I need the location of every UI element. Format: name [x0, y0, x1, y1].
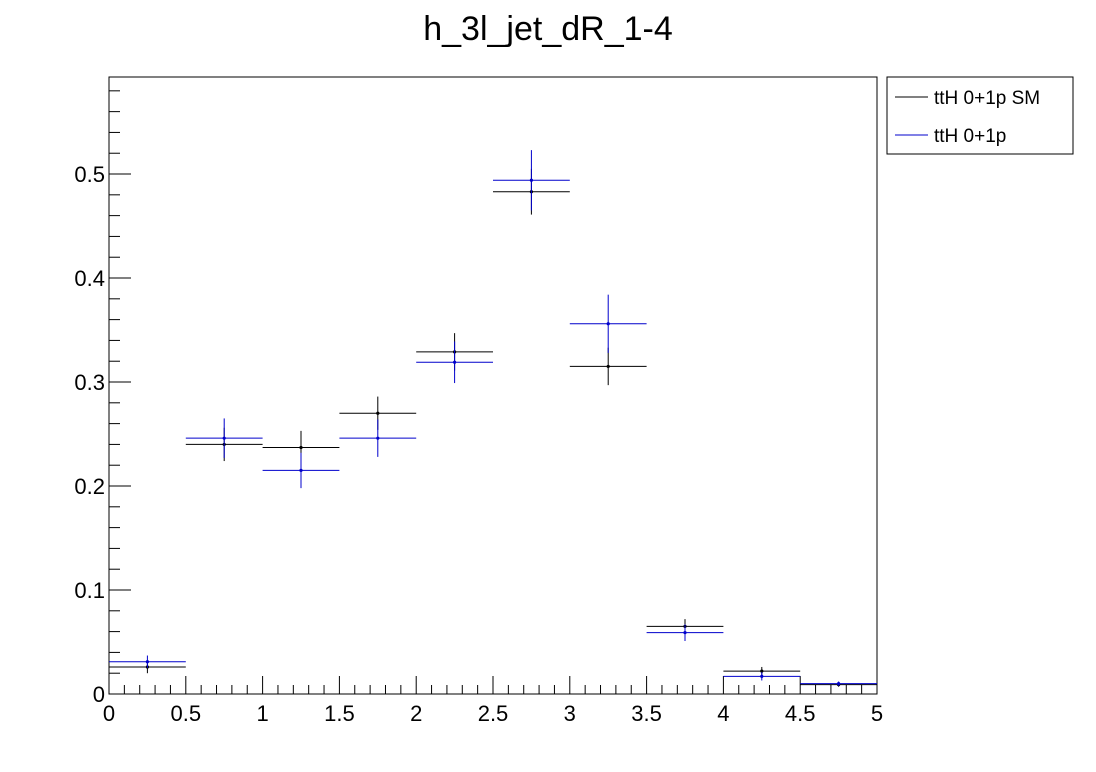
data-point	[646, 624, 724, 641]
x-tick-label: 2.5	[478, 701, 509, 726]
legend-box	[886, 76, 1074, 155]
x-tick-label: 3	[564, 701, 576, 726]
point-marker	[606, 364, 610, 369]
data-point	[339, 419, 417, 457]
chart-title: h_3l_jet_dR_1-4	[423, 10, 673, 48]
point-marker	[299, 468, 303, 473]
point-marker	[299, 445, 303, 450]
data-point	[800, 681, 877, 686]
data-point	[569, 347, 647, 386]
x-tick-label: 1.5	[324, 701, 355, 726]
point-marker	[453, 360, 457, 364]
point-marker	[222, 436, 226, 440]
series-1	[109, 150, 877, 686]
x-tick-label: 5	[871, 701, 883, 726]
x-tick-label: 4	[717, 701, 729, 726]
point-marker	[837, 682, 841, 686]
x-tick-label: 1	[256, 701, 268, 726]
point-marker	[760, 674, 764, 678]
data-point	[109, 655, 186, 669]
point-marker	[145, 660, 149, 664]
y-tick-label: 0.3	[74, 370, 105, 395]
x-tick-label: 2	[410, 701, 422, 726]
data-point	[493, 150, 570, 211]
plot-frame	[108, 76, 878, 695]
data-point	[416, 341, 493, 384]
point-marker	[376, 436, 380, 440]
x-tick-label: 0.5	[171, 701, 202, 726]
y-tick-label: 0.5	[74, 162, 105, 187]
y-tick-label: 0.4	[74, 266, 105, 291]
axes: 0 0.5 1 1.5 2 2.5 3 3.5 4 4.5 5 0 0.1 0.2 0.3 0.4 0.5	[74, 90, 883, 726]
legend-label-bsm: ttH 0+1p	[934, 126, 1006, 147]
point-marker	[376, 411, 380, 415]
x-tick-label: 3.5	[631, 701, 662, 726]
legend-label-sm: ttH 0+1p SM	[934, 88, 1040, 109]
point-marker	[760, 669, 764, 673]
x-tick-label: 4.5	[785, 701, 816, 726]
data-point	[185, 418, 263, 458]
data-point	[723, 672, 801, 681]
point-marker	[683, 631, 687, 635]
point-marker	[529, 178, 534, 182]
y-tick-label: 0.1	[74, 578, 105, 603]
y-tick-label: 0.2	[74, 474, 105, 499]
data-point	[569, 294, 647, 353]
y-tick-label: 0	[93, 682, 105, 707]
point-marker	[606, 322, 610, 326]
data-marks	[109, 150, 877, 687]
legend: ttH 0+1p SM ttH 0+1p	[886, 76, 1074, 155]
data-point	[262, 452, 340, 489]
x-tick-label: 0	[103, 701, 115, 726]
